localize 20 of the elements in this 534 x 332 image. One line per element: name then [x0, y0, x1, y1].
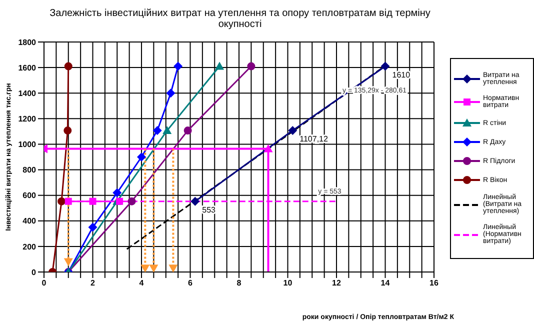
x-tick-label: 4 [139, 278, 144, 288]
x-tick-label: 10 [283, 278, 293, 288]
y-tick-label: 1200 [18, 114, 37, 124]
y-tick-label: 0 [32, 268, 37, 277]
x-tick-label: 6 [188, 278, 194, 288]
x-tick-label: 0 [42, 278, 47, 288]
y-tick-label: 200 [22, 242, 37, 252]
x-tick-label: 8 [236, 278, 242, 288]
y-tick-label: 1800 [18, 38, 37, 47]
y-tick-label: 1000 [18, 140, 37, 150]
y-tick-label: 1600 [18, 63, 37, 72]
x-tick-label: 14 [380, 278, 390, 288]
y-tick-label: 400 [22, 216, 37, 226]
y-tick-label: 600 [22, 191, 37, 200]
x-tick-label: 16 [430, 278, 439, 288]
y-tick-label: 800 [22, 166, 37, 175]
x-tick-label: 12 [332, 278, 342, 288]
chart-title: Залежність інвестиційних витрат на утеплення та опору тепловтратам від терміну окупності [48, 8, 432, 30]
x-tick-label: 2 [90, 278, 96, 288]
y-tick-label: 1400 [18, 88, 37, 98]
